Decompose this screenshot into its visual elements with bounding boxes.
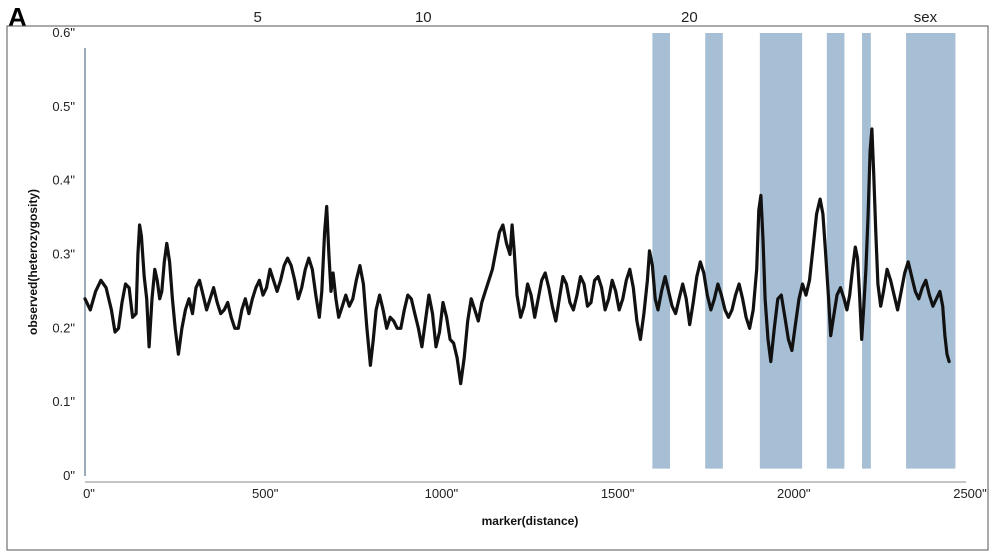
chromosome-label: 5 [254,9,262,26]
x-tick-label: 500" [252,486,279,501]
y-axis-label: observed(heterozygosity) [26,189,40,335]
chromosome-label: 10 [415,9,432,26]
chromosome-bands [652,33,956,469]
y-tick-label: 0.4" [52,173,75,188]
y-tick-label: 0.5" [52,99,75,114]
x-axis-label: marker(distance) [482,514,579,528]
x-tick-label: 0" [83,486,95,501]
axes [84,48,966,483]
chromosome-labels: 5 10 20 sex [254,9,938,26]
y-tick-label: 0.6" [52,25,75,40]
series-layer [83,127,951,386]
tick-labels: 0" 0.1" 0.2" 0.3" 0.4" 0.5" 0.6" 0" 500" 1000" 150… [52,25,987,501]
chromosome-label: sex [914,9,938,26]
y-tick-label: 0.2" [52,320,75,335]
chromosome-band-13 [826,33,845,469]
chart-frame [6,25,989,551]
y-tick-label: 0" [63,468,75,483]
x-tick-label: 1000" [425,486,459,501]
chromosome-band-11 [705,33,723,469]
x-tick-label: 1500" [601,486,635,501]
y-tick-label: 0.1" [52,394,75,409]
chromosome-band-12 [759,33,803,469]
panel-label: A [8,2,27,32]
chromosome-band-10 [652,33,670,469]
x-tick-label: 2500" [953,486,987,501]
series-line-1 [83,127,951,386]
chromosome-label: 20 [681,9,698,26]
chromosome-band-15 [906,33,956,469]
y-tick-label: 0.3" [52,247,75,262]
x-tick-label: 2000" [777,486,811,501]
